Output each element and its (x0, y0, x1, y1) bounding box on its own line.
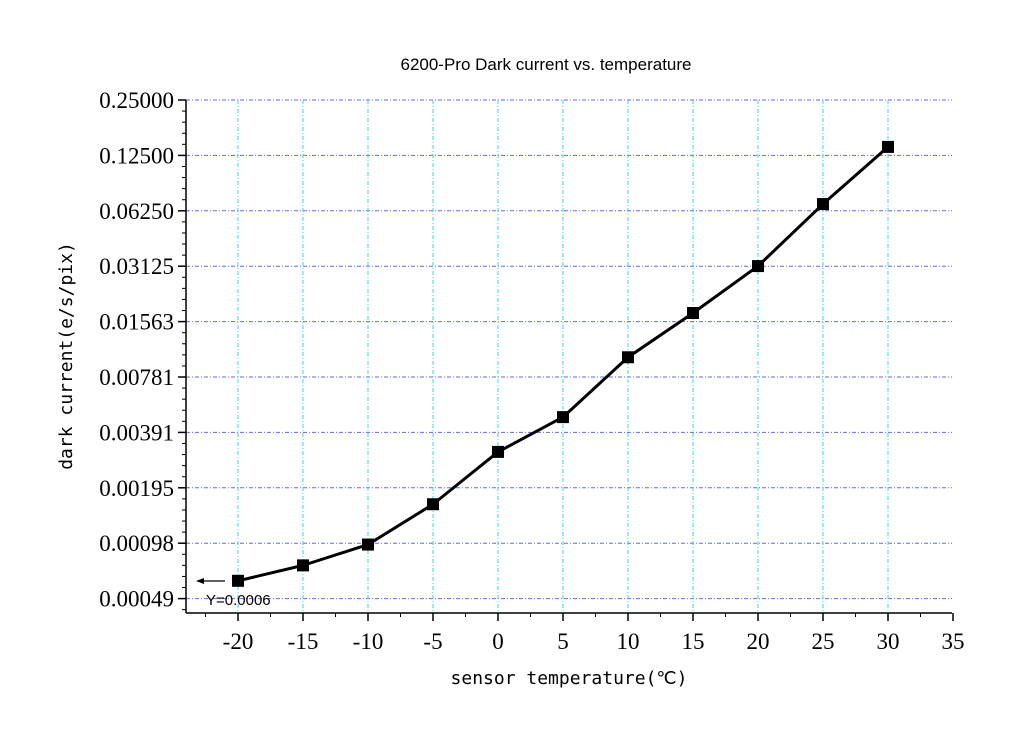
x-tick-label: 0 (492, 629, 504, 654)
data-point (687, 307, 699, 320)
chart-title: 6200-Pro Dark current vs. temperature (400, 55, 691, 74)
annotation-text: Y=0.0006 (206, 592, 271, 609)
data-point (557, 411, 569, 424)
axes: 0.25000 0.12500 0.06250 0.03125 0.01563 0.007… (99, 88, 964, 654)
y-tick-label: 0.00049 (99, 587, 174, 612)
y-tick-label: 0.03125 (99, 254, 174, 279)
data-point (362, 538, 374, 551)
x-tick-label: 35 (942, 629, 965, 654)
data-point (427, 498, 439, 511)
y-axis-label: dark current(e/s/pix) (56, 242, 77, 470)
x-tick-label: 15 (682, 629, 705, 654)
x-tick-label: -5 (423, 629, 442, 654)
y-tick-label: 0.01563 (99, 310, 174, 335)
data-point (817, 198, 829, 211)
x-tick-label: 25 (812, 629, 835, 654)
y-tick-label: 0.00781 (99, 365, 174, 390)
y-tick-label: 0.00195 (99, 476, 174, 501)
data-point (622, 351, 634, 364)
y-tick-label: 0.00098 (99, 531, 174, 556)
x-tick-label: -10 (353, 629, 384, 654)
series (232, 140, 894, 587)
x-tick-label: 30 (877, 629, 900, 654)
y-tick-label: 0.00391 (99, 420, 174, 445)
y-tick-label: 0.12500 (99, 143, 174, 168)
x-tick-label: 5 (557, 629, 569, 654)
data-point (492, 445, 504, 458)
grid (186, 99, 952, 613)
x-tick-label: -20 (223, 629, 254, 654)
data-point (232, 574, 244, 587)
annotation-arrowhead (196, 578, 204, 584)
data-point (297, 559, 309, 572)
data-point (882, 140, 894, 153)
x-tick-label: -15 (288, 629, 319, 654)
y-tick-label: 0.06250 (99, 199, 174, 224)
x-tick-label: 10 (617, 629, 640, 654)
x-tick-label: 20 (747, 629, 770, 654)
x-axis-label: sensor temperature(℃) (451, 668, 688, 689)
data-point (752, 260, 764, 273)
annotation: Y=0.0006 (196, 578, 271, 609)
y-tick-label: 0.25000 (99, 88, 174, 113)
